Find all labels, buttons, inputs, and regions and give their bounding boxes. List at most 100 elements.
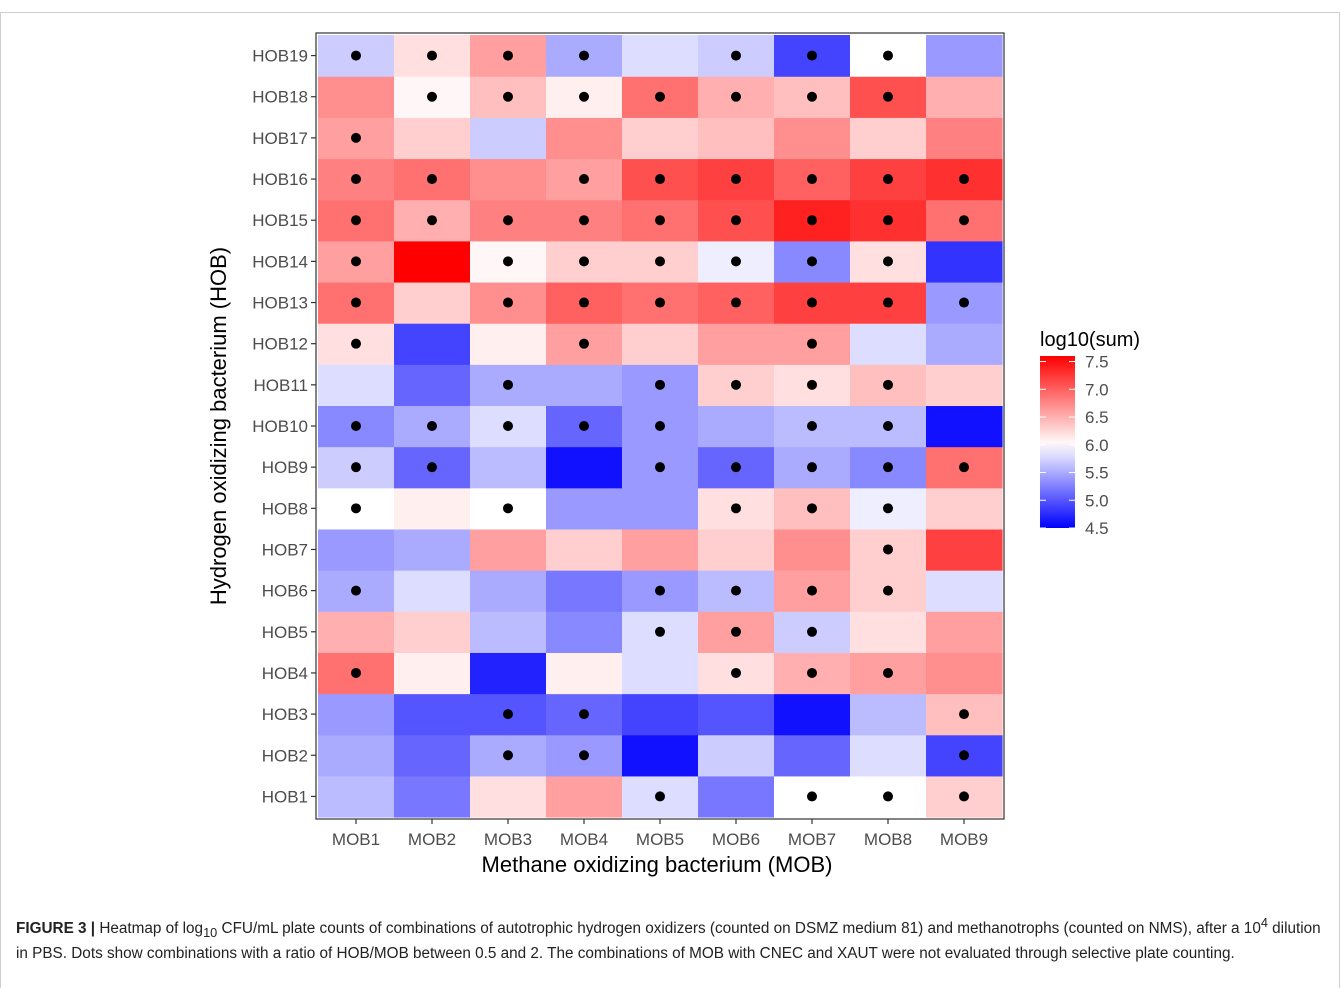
legend-ticks: 7.5 7.0 6.5 6.0 5.5 5.0 4.5	[1040, 353, 1109, 538]
caption-text-3: dilution in PBS. Dots show combinations …	[16, 920, 1321, 963]
y-tick-label: HOB12	[252, 335, 308, 354]
ratio-dot-HOB1-MOB8	[883, 791, 893, 802]
heatmap-cell-HOB5-MOB8	[850, 611, 927, 653]
ratio-dot-HOB18-MOB3	[503, 91, 513, 102]
y-tick-label: HOB1	[262, 787, 308, 806]
heatmap-cell-HOB4-MOB9	[926, 652, 1003, 695]
y-tick-label: HOB18	[252, 88, 308, 107]
legend-tick-label: 7.5	[1085, 353, 1109, 372]
heatmap-cell-HOB6-MOB2	[394, 570, 471, 612]
x-axis-title: Methane oxidizing bacterium (MOB)	[482, 852, 833, 877]
ratio-dot-HOB15-MOB8	[883, 215, 893, 226]
ratio-dot-HOB15-MOB3	[503, 215, 513, 226]
ratio-dot-HOB8-MOB1	[351, 503, 361, 514]
heatmap-cell-HOB5-MOB1	[318, 611, 395, 653]
heatmap-cell-HOB11-MOB4	[546, 364, 623, 407]
figure-caption: FIGURE 3 | Heatmap of log10 CFU/mL plate…	[16, 912, 1326, 964]
y-tick-label: HOB17	[252, 129, 308, 148]
ratio-dot-HOB1-MOB9	[959, 791, 969, 802]
ratio-dot-HOB15-MOB1	[351, 215, 361, 226]
x-axis-ticks: MOB1 MOB2 MOB3 MOB4 MOB5 MOB6 MOB7 MOB8 MOB9	[332, 819, 988, 849]
heatmap-cell-HOB7-MOB7	[774, 528, 851, 571]
heatmap-cell-HOB2-MOB5	[622, 734, 699, 777]
ratio-dot-HOB10-MOB7	[807, 421, 817, 431]
heatmap-cell-HOB14-MOB2	[394, 240, 471, 283]
heatmap-cell-HOB3-MOB2	[394, 693, 471, 736]
ratio-dot-HOB14-MOB8	[883, 256, 893, 267]
ratio-dot-HOB6-MOB1	[351, 585, 361, 596]
x-tick-label: MOB3	[484, 830, 532, 849]
heatmap-cell-HOB17-MOB8	[850, 117, 927, 160]
ratio-dot-HOB5-MOB5	[655, 626, 665, 637]
heatmap-cell-HOB5-MOB3	[470, 611, 547, 653]
caption-superscript: 4	[1260, 915, 1268, 930]
y-tick-label: HOB11	[254, 376, 309, 395]
ratio-dot-HOB15-MOB5	[655, 215, 665, 226]
ratio-dot-HOB14-MOB4	[579, 256, 589, 267]
y-tick-label: HOB5	[262, 623, 308, 642]
caption-label: FIGURE 3 |	[16, 920, 96, 938]
heatmap-cell-HOB4-MOB2	[394, 652, 471, 695]
figure-frame	[0, 12, 1340, 988]
heatmap-cell-HOB6-MOB4	[546, 570, 623, 612]
ratio-dot-HOB4-MOB8	[883, 667, 893, 678]
ratio-dot-HOB15-MOB2	[427, 215, 437, 226]
ratio-dot-HOB13-MOB5	[655, 297, 665, 308]
ratio-dot-HOB10-MOB5	[655, 421, 665, 431]
heatmap-cell-HOB3-MOB6	[698, 693, 775, 736]
ratio-dot-HOB14-MOB6	[731, 256, 741, 267]
ratio-dot-HOB15-MOB6	[731, 215, 741, 226]
ratio-dot-HOB5-MOB7	[807, 626, 817, 637]
ratio-dot-HOB9-MOB9	[959, 462, 969, 473]
ratio-dot-HOB8-MOB7	[807, 503, 817, 514]
y-tick-label: HOB19	[252, 47, 308, 66]
heatmap-cell-HOB7-MOB3	[470, 528, 547, 571]
ratio-dot-HOB14-MOB3	[503, 256, 513, 267]
ratio-dot-HOB1-MOB7	[807, 791, 817, 802]
x-tick-label: MOB1	[332, 830, 380, 849]
ratio-dot-HOB8-MOB3	[503, 503, 513, 514]
ratio-dot-HOB1-MOB5	[655, 791, 665, 802]
ratio-dot-HOB10-MOB8	[883, 421, 893, 431]
y-tick-label: HOB13	[252, 294, 308, 313]
ratio-dot-HOB13-MOB3	[503, 297, 513, 308]
ratio-dot-HOB19-MOB2	[427, 50, 437, 61]
ratio-dot-HOB10-MOB2	[427, 421, 437, 431]
ratio-dot-HOB8-MOB8	[883, 503, 893, 514]
heatmap-cell-HOB5-MOB4	[546, 611, 623, 653]
heatmap-cell-HOB4-MOB3	[470, 652, 547, 695]
heatmap-cell-HOB17-MOB5	[622, 117, 699, 160]
y-tick-label: HOB3	[262, 705, 308, 724]
x-tick-label: MOB4	[560, 830, 608, 849]
heatmap-cell-HOB11-MOB1	[318, 364, 395, 407]
heatmap-cell-HOB17-MOB9	[926, 117, 1003, 160]
ratio-dot-HOB19-MOB4	[579, 50, 589, 61]
ratio-dot-HOB9-MOB6	[731, 462, 741, 473]
ratio-dot-HOB6-MOB6	[731, 585, 741, 596]
ratio-dot-HOB16-MOB1	[351, 174, 361, 185]
ratio-dot-HOB10-MOB4	[579, 421, 589, 431]
heatmap-cell-HOB8-MOB5	[622, 487, 699, 530]
x-tick-label: MOB7	[788, 830, 836, 849]
ratio-dot-HOB13-MOB7	[807, 297, 817, 308]
heatmap-cell-HOB18-MOB9	[926, 76, 1003, 118]
ratio-dot-HOB19-MOB1	[351, 50, 361, 61]
heatmap-cell-HOB2-MOB2	[394, 734, 471, 777]
legend-tick-label: 6.5	[1085, 408, 1109, 427]
heatmap-cell-HOB6-MOB3	[470, 570, 547, 612]
heatmap-cell-HOB8-MOB2	[394, 487, 471, 530]
ratio-dot-HOB2-MOB3	[503, 750, 513, 761]
ratio-dot-HOB19-MOB3	[503, 50, 513, 61]
ratio-dot-HOB15-MOB7	[807, 215, 817, 226]
caption-text-1: Heatmap of log	[95, 920, 204, 938]
ratio-dot-HOB9-MOB2	[427, 462, 437, 473]
y-tick-label: HOB9	[262, 458, 308, 477]
ratio-dot-HOB6-MOB5	[655, 585, 665, 596]
heatmap-cell-HOB10-MOB6	[698, 405, 775, 448]
heatmap-cells	[318, 35, 1003, 818]
ratio-dot-HOB17-MOB1	[351, 132, 361, 143]
legend-colorbar	[1040, 356, 1075, 528]
ratio-dot-HOB3-MOB3	[503, 709, 513, 720]
heatmap-cell-HOB18-MOB1	[318, 76, 395, 118]
heatmap-cell-HOB12-MOB2	[394, 323, 471, 365]
